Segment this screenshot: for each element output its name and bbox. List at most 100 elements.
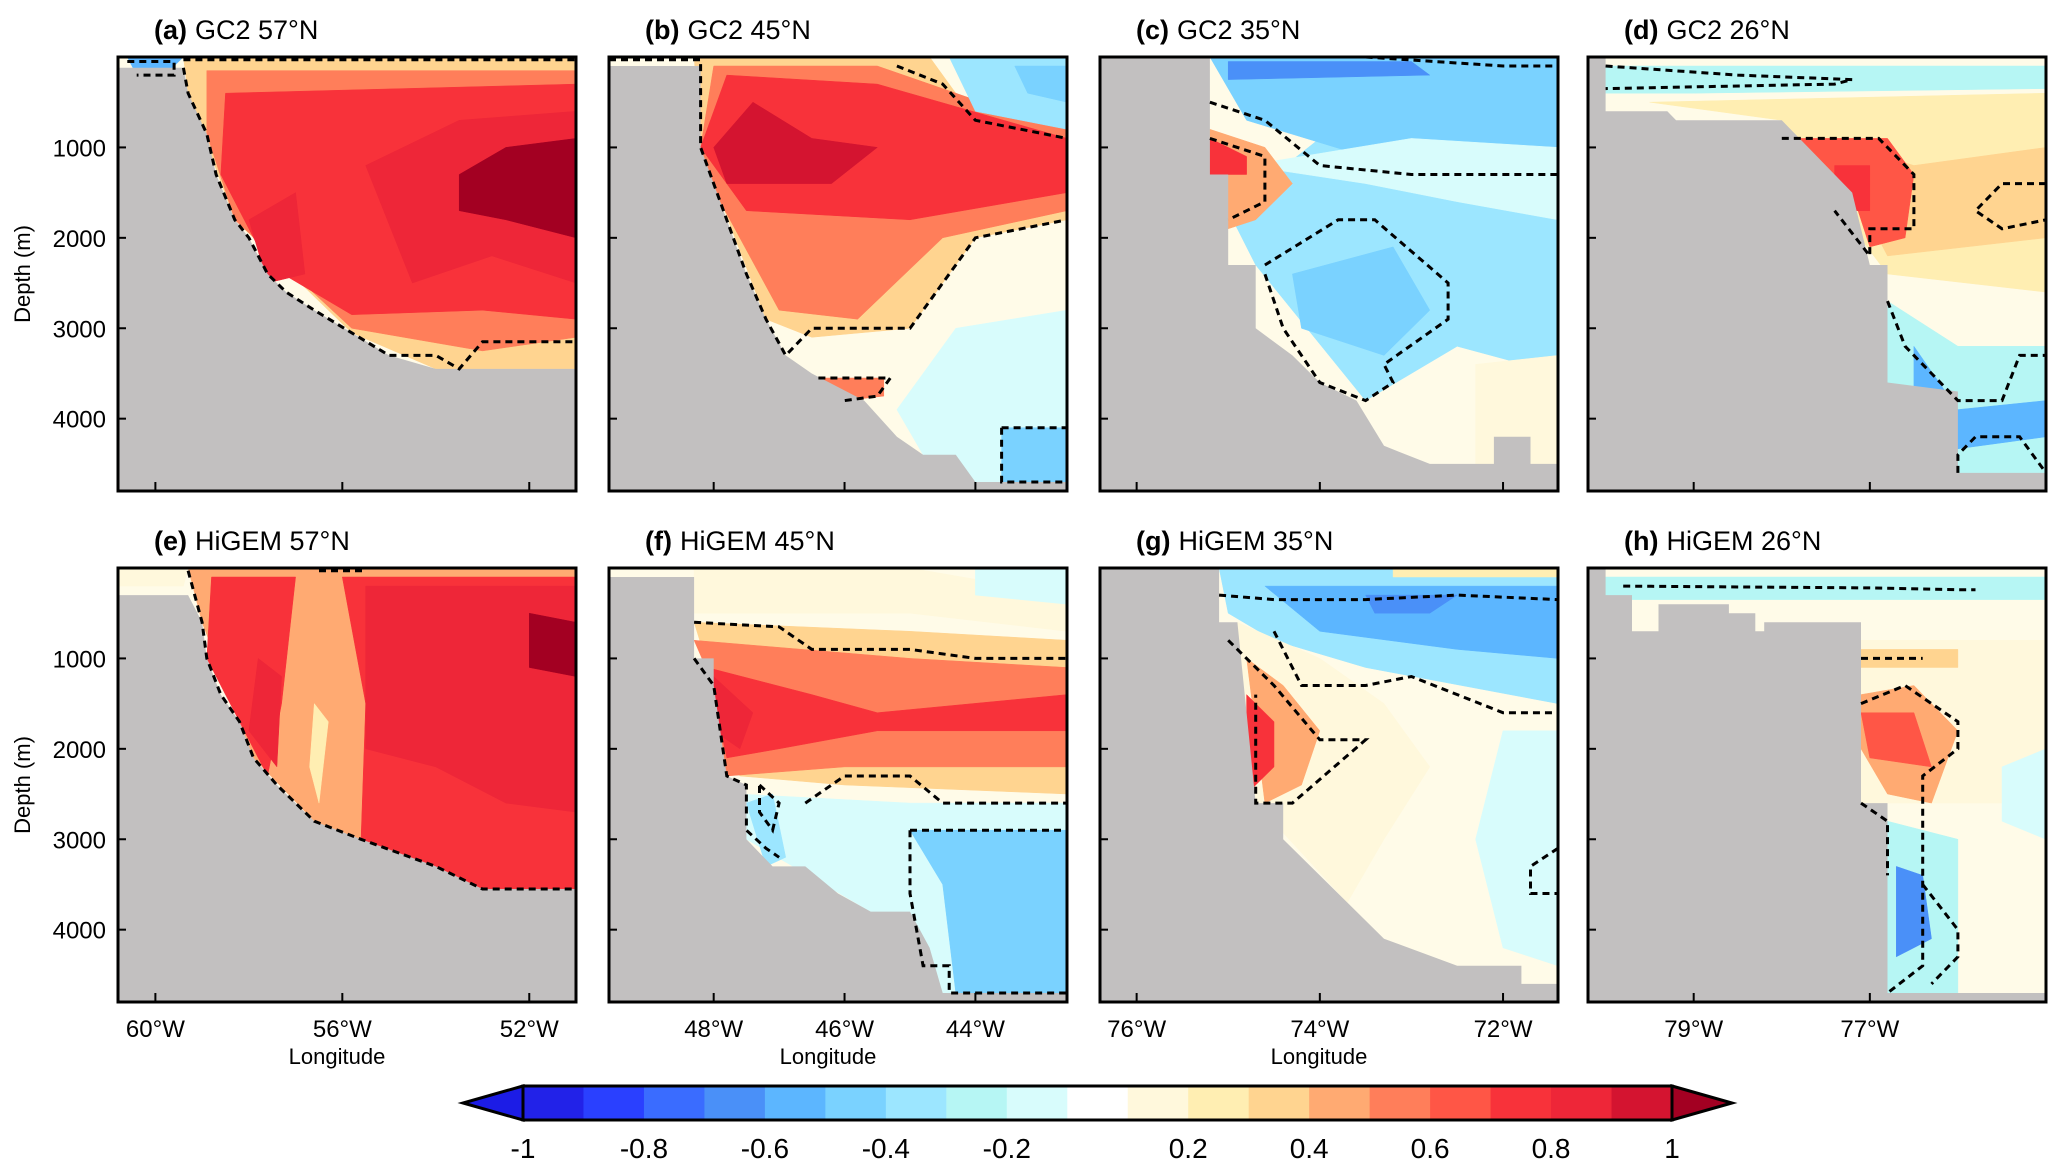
significance-contour — [186, 570, 576, 891]
significance-contour — [818, 376, 894, 403]
panel-tag: (h) — [1624, 526, 1658, 556]
x-tick-label: 60°W — [126, 1016, 185, 1043]
panel-tag: (d) — [1624, 15, 1658, 45]
panel-frame — [1586, 55, 2048, 493]
colorbar-bin — [1490, 1086, 1552, 1120]
significance-contour — [1365, 57, 1558, 68]
contour-region — [1264, 585, 1558, 659]
panel-d: (d) GC2 26°N — [1586, 15, 2048, 493]
panel-title: (e) HiGEM 57°N — [154, 526, 350, 556]
land-mask — [609, 66, 1067, 491]
land-mask — [118, 67, 576, 491]
colorbar-tick-label: -0.6 — [741, 1133, 789, 1164]
x-axis-label: Longitude — [780, 1044, 877, 1069]
panel-plot-area — [1588, 568, 2046, 1002]
x-tick-label: 44°W — [946, 1016, 1005, 1043]
colorbar-tick-label: 0.4 — [1290, 1133, 1329, 1164]
panels: 1000 2000 3000 4000 Depth (m) (a) GC2 57°N (b) G… — [10, 15, 2048, 1069]
land-mask — [118, 595, 576, 1002]
panel-tag: (b) — [645, 15, 679, 45]
colorbar-bin — [1127, 1086, 1189, 1120]
colorbar-bin — [946, 1086, 1008, 1120]
panel-plot-area — [1100, 57, 1558, 491]
colorbar-bin — [704, 1086, 766, 1120]
x-tick-label: 72°W — [1474, 1016, 1533, 1043]
y-axis-label: Depth (m) — [10, 225, 35, 323]
contour-region — [1860, 712, 1932, 768]
colorbar-bin — [1006, 1086, 1068, 1120]
y-tick-label: 1000 — [53, 646, 106, 673]
colorbar-under-triangle — [457, 1084, 525, 1122]
contour-region — [1014, 65, 1067, 103]
significance-contour — [1860, 683, 1960, 995]
colorbar-tick-label: 0.2 — [1169, 1133, 1208, 1164]
colorbar-tick-label: 0.8 — [1532, 1133, 1571, 1164]
panel-title: (a) GC2 57°N — [154, 15, 318, 45]
x-axis-label: Longitude — [289, 1044, 386, 1069]
significance-contour — [1209, 136, 1267, 222]
y-tick-label: 2000 — [53, 226, 106, 253]
significance-contour — [1781, 136, 1916, 261]
contour-region — [365, 585, 576, 813]
panel-title: (f) HiGEM 45°N — [645, 526, 835, 556]
y-tick-label: 2000 — [53, 737, 106, 764]
contour-region — [713, 101, 878, 184]
colorbar-over-triangle — [1670, 1084, 1738, 1122]
panel-frame — [1098, 566, 1560, 1004]
contour-region — [2001, 748, 2046, 840]
colorbar-bin — [1551, 1086, 1613, 1120]
panel-title-text: HiGEM 57°N — [195, 526, 350, 556]
panel-title: (c) GC2 35°N — [1136, 15, 1300, 45]
contour-region — [118, 568, 189, 587]
significance-contour — [1000, 427, 1067, 484]
colorbar-tick-label: 0.6 — [1411, 1133, 1450, 1164]
colorbar-bin — [764, 1086, 826, 1120]
panel-title-text: GC2 26°N — [1666, 15, 1789, 45]
panel-title: (h) HiGEM 26°N — [1624, 526, 1821, 556]
y-tick-label: 3000 — [53, 827, 106, 854]
significance-contour — [127, 60, 176, 77]
contour-region — [248, 658, 282, 768]
colorbar-bin — [1369, 1086, 1431, 1120]
panel-frame — [607, 55, 1069, 493]
significance-contour — [1623, 584, 1976, 592]
panel-title: (b) GC2 45°N — [645, 15, 811, 45]
land-mask — [609, 577, 1067, 1002]
x-tick-label: 77°W — [1840, 1016, 1899, 1043]
x-tick-label: 56°W — [313, 1016, 372, 1043]
panel-plot-area — [118, 568, 576, 1002]
contour-region — [1475, 730, 1558, 967]
panel-a: 1000 2000 3000 4000 Depth (m) (a) GC2 57°N — [10, 15, 578, 493]
x-tick-label: 48°W — [684, 1016, 743, 1043]
panel-tag: (g) — [1136, 526, 1170, 556]
y-axis-label: Depth (m) — [10, 736, 35, 834]
contour-region — [458, 138, 576, 239]
land-mask — [1588, 57, 2046, 491]
contour-region — [1392, 568, 1558, 578]
significance-contour — [1218, 593, 1558, 602]
panel-c: (c) GC2 35°N — [1098, 15, 1560, 493]
colorbar-bin — [1248, 1086, 1310, 1120]
colorbar: -1 -0.8 -0.6 -0.4 -0.2 0.2 0.4 0.6 0.8 1 — [457, 1084, 1738, 1164]
y-tick-label: 4000 — [53, 918, 106, 945]
colorbar-bin — [1067, 1086, 1129, 1120]
panel-plot-area — [609, 57, 1067, 491]
panel-e: 1000 2000 3000 4000 Depth (m) 60°W 56°W 52°W Lon… — [10, 526, 578, 1069]
contour-region — [706, 667, 1067, 759]
colorbar-bin — [523, 1086, 584, 1120]
significance-contour — [1227, 639, 1370, 805]
land-mask — [1100, 568, 1558, 1002]
significance-contour — [804, 774, 1067, 805]
x-tick-label: 46°W — [815, 1016, 874, 1043]
x-axis-label: Longitude — [1271, 1044, 1368, 1069]
significance-contour — [1263, 218, 1450, 403]
panel-b: (b) GC2 45°N — [607, 15, 1069, 493]
panel-tag: (f) — [645, 526, 672, 556]
contour-region — [529, 612, 576, 677]
significance-contour — [694, 620, 1067, 660]
colorbar-tick-label: 1 — [1664, 1133, 1680, 1164]
panel-h: 79°W 77°W (h) HiGEM 26°N — [1586, 526, 2048, 1043]
panel-plot-area — [1588, 57, 2046, 491]
significance-contour — [1272, 630, 1558, 715]
